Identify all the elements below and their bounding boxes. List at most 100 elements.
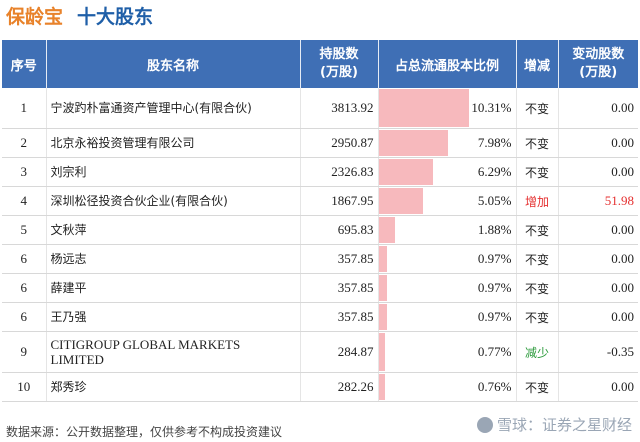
shareholders-table: 序号 股东名称 持股数 (万股) 占总流通股本比例 增减 变动股数 (万股) 1… [2, 40, 638, 402]
header-delta: 变动股数 (万股) [558, 40, 638, 88]
shares-held: 1867.95 [300, 186, 379, 216]
row-index: 9 [2, 331, 47, 373]
change-shares: -0.35 [558, 331, 638, 373]
xueqiu-logo-icon [476, 416, 493, 433]
ratio-label: 5.05% [477, 193, 512, 208]
change-shares: 0.00 [558, 157, 638, 187]
row-index: 6 [2, 244, 47, 274]
table-row: 6 薛建平 357.85 0.97% 不变 0.00 [2, 273, 638, 303]
ratio-bar [378, 275, 387, 301]
ratio-cell: 0.77% [378, 331, 517, 373]
header-ratio: 占总流通股本比例 [378, 40, 517, 88]
ratio-bar [378, 159, 434, 185]
shareholder-name: 薛建平 [46, 273, 301, 303]
row-index: 4 [2, 186, 47, 216]
shares-held: 357.85 [300, 244, 379, 274]
data-source-note: 数据来源：公开数据整理，仅供参考不构成投资建议 [6, 425, 283, 439]
row-index: 1 [2, 88, 47, 129]
ratio-cell: 5.05% [378, 186, 517, 216]
ratio-label: 1.88% [477, 222, 512, 237]
ratio-cell: 1.88% [378, 215, 517, 245]
change-status: 不变 [516, 88, 559, 129]
row-index: 10 [2, 372, 47, 402]
shares-held: 357.85 [300, 273, 379, 303]
table-row: 1 宁波趵朴富通资产管理中心(有限合伙) 3813.92 10.31% 不变 0.00 [2, 88, 638, 129]
table-row: 10 郑秀珍 282.26 0.76% 不变 0.00 [2, 372, 638, 402]
ratio-cell: 7.98% [378, 128, 517, 158]
shareholder-name: 深圳松径投资合伙企业(有限合伙) [46, 186, 301, 216]
page-title: 保龄宝 十大股东 [6, 2, 153, 32]
shareholder-name: 杨远志 [46, 244, 301, 274]
change-shares: 0.00 [558, 88, 638, 129]
table-row: 3 刘宗利 2326.83 6.29% 不变 0.00 [2, 157, 638, 187]
change-status: 不变 [516, 128, 559, 158]
ratio-label: 0.97% [477, 251, 512, 266]
table-row: 4 深圳松径投资合伙企业(有限合伙) 1867.95 5.05% 增加 51.98 [2, 186, 638, 216]
shareholder-name: CITIGROUP GLOBAL MARKETS LIMITED [46, 331, 301, 373]
change-status: 不变 [516, 157, 559, 187]
change-status: 不变 [516, 244, 559, 274]
ratio-label: 10.31% [471, 100, 512, 115]
change-shares: 0.00 [558, 215, 638, 245]
row-index: 2 [2, 128, 47, 158]
shares-held: 357.85 [300, 302, 379, 332]
ratio-bar [378, 333, 386, 371]
change-shares: 0.00 [558, 273, 638, 303]
shares-held: 284.87 [300, 331, 379, 373]
watermark-text: 雪球：证券之星财经 [496, 416, 632, 434]
shares-held: 2326.83 [300, 157, 379, 187]
change-status: 不变 [516, 372, 559, 402]
ratio-bar [378, 246, 387, 272]
ratio-label: 7.98% [477, 135, 512, 150]
table-row: 6 杨远志 357.85 0.97% 不变 0.00 [2, 244, 638, 274]
table-row: 2 北京永裕投资管理有限公司 2950.87 7.98% 不变 0.00 [2, 128, 638, 158]
table-row: 6 王乃强 357.85 0.97% 不变 0.00 [2, 302, 638, 332]
row-index: 6 [2, 302, 47, 332]
change-status: 不变 [516, 215, 559, 245]
shares-held: 2950.87 [300, 128, 379, 158]
change-status: 不变 [516, 302, 559, 332]
shareholder-name: 宁波趵朴富通资产管理中心(有限合伙) [46, 88, 301, 129]
change-status: 不变 [516, 273, 559, 303]
row-index: 3 [2, 157, 47, 187]
ratio-cell: 0.97% [378, 244, 517, 274]
shareholder-name: 北京永裕投资管理有限公司 [46, 128, 301, 158]
shareholder-name: 文秋萍 [46, 215, 301, 245]
header-change: 增减 [516, 40, 559, 88]
ratio-bar [378, 188, 423, 214]
ratio-bar [378, 304, 387, 330]
header-index: 序号 [2, 40, 47, 88]
change-shares: 51.98 [558, 186, 638, 216]
change-shares: 0.00 [558, 302, 638, 332]
watermark: 雪球：证券之星财经 [476, 414, 632, 435]
change-shares: 0.00 [558, 128, 638, 158]
row-index: 5 [2, 215, 47, 245]
change-status: 增加 [516, 186, 559, 216]
ratio-label: 0.97% [477, 309, 512, 324]
stock-name: 保龄宝 [6, 6, 64, 28]
shares-held: 695.83 [300, 215, 379, 245]
ratio-label: 0.97% [477, 280, 512, 295]
ratio-cell: 0.97% [378, 273, 517, 303]
ratio-bar [378, 89, 469, 127]
table-header-row: 序号 股东名称 持股数 (万股) 占总流通股本比例 增减 变动股数 (万股) [2, 40, 638, 88]
header-name: 股东名称 [46, 40, 301, 88]
row-index: 6 [2, 273, 47, 303]
table-row: 9 CITIGROUP GLOBAL MARKETS LIMITED 284.87 0… [2, 331, 638, 373]
ratio-label: 0.77% [477, 344, 512, 359]
ratio-bar [378, 130, 449, 156]
ratio-cell: 10.31% [378, 88, 517, 129]
ratio-cell: 0.76% [378, 372, 517, 402]
ratio-bar [378, 217, 395, 243]
shares-held: 3813.92 [300, 88, 379, 129]
shareholder-name: 郑秀珍 [46, 372, 301, 402]
header-shares: 持股数 (万股) [300, 40, 379, 88]
shareholder-name: 刘宗利 [46, 157, 301, 187]
change-shares: 0.00 [558, 244, 638, 274]
ratio-label: 0.76% [477, 379, 512, 394]
shareholder-name: 王乃强 [46, 302, 301, 332]
ratio-bar [378, 374, 386, 400]
ratio-cell: 6.29% [378, 157, 517, 187]
table-row: 5 文秋萍 695.83 1.88% 不变 0.00 [2, 215, 638, 245]
ratio-cell: 0.97% [378, 302, 517, 332]
